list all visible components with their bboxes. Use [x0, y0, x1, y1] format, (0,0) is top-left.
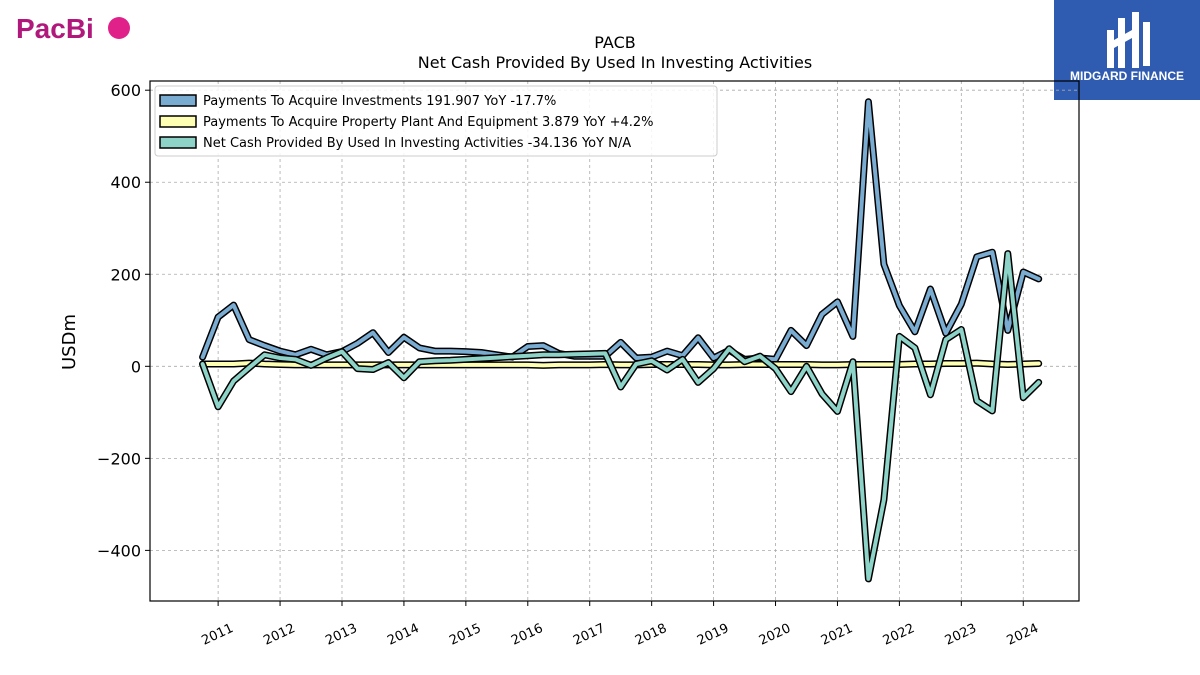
chart-subtitle: Net Cash Provided By Used In Investing A… [418, 53, 812, 72]
legend-label-1: Payments To Acquire Investments 191.907 … [203, 94, 556, 109]
midgard-mark-icon [1107, 12, 1150, 68]
pacbio-logo-graphic: PacBi [16, 13, 130, 44]
x-tick-label: 2016 [509, 621, 545, 649]
legend-swatch-1 [159, 94, 197, 107]
y-tick-label: 400 [110, 173, 141, 192]
x-tick-label: 2015 [447, 621, 483, 649]
y-tick-label: −200 [97, 449, 141, 468]
y-axis-label: USDm [59, 314, 80, 370]
legend[interactable]: Payments To Acquire Investments 191.907 … [154, 85, 718, 157]
series-line-2 [200, 361, 1041, 368]
x-tick-label: 2013 [323, 621, 359, 649]
x-tick-label: 2022 [881, 621, 917, 649]
pacbio-logo: PacBi [16, 10, 146, 50]
series-lines [199, 98, 1043, 583]
legend-label-3: Net Cash Provided By Used In Investing A… [203, 136, 631, 151]
grid [150, 81, 1079, 601]
x-tick-label: 2023 [943, 621, 979, 649]
pacbio-logo-text: PacBi [16, 13, 94, 44]
x-tick-label: 2011 [199, 621, 235, 649]
x-tick-label: 2021 [819, 621, 855, 649]
pacbio-logo-dot [108, 17, 130, 39]
midgard-logo-graphic: MIDGARD FINANCE [1054, 0, 1200, 100]
x-tick-label: 2014 [385, 621, 421, 649]
y-tick-label: 200 [110, 265, 141, 284]
x-tick-label: 2017 [571, 621, 607, 649]
y-tick-label: 600 [110, 81, 141, 100]
y-tick-label: 0 [131, 357, 141, 376]
midgard-finance-logo: MIDGARD FINANCE [1054, 0, 1200, 100]
legend-label-2: Payments To Acquire Property Plant And E… [203, 115, 654, 130]
chart-title: PACB [594, 33, 635, 52]
x-axis: 2011 2012 2013 2014 2015 2016 2017 2018 2019 2020… [199, 601, 1041, 649]
x-tick-label: 2018 [633, 621, 669, 649]
midgard-logo-text: MIDGARD FINANCE [1070, 69, 1184, 83]
midgard-logo-background [1054, 0, 1200, 100]
legend-swatch-3 [159, 136, 197, 149]
series-line-outline-3 [199, 250, 1043, 583]
x-tick-label: 2012 [261, 621, 297, 649]
x-tick-label: 2019 [695, 621, 731, 649]
legend-box [154, 85, 718, 157]
series-line-3 [200, 251, 1041, 581]
plot-frame [149, 80, 1080, 602]
y-tick-label: −400 [97, 541, 141, 560]
x-tick-label: 2024 [1005, 621, 1041, 649]
legend-swatch-2 [159, 115, 197, 128]
x-tick-label: 2020 [757, 621, 793, 649]
y-axis: −400 −200 0 200 400 600 [97, 81, 150, 560]
